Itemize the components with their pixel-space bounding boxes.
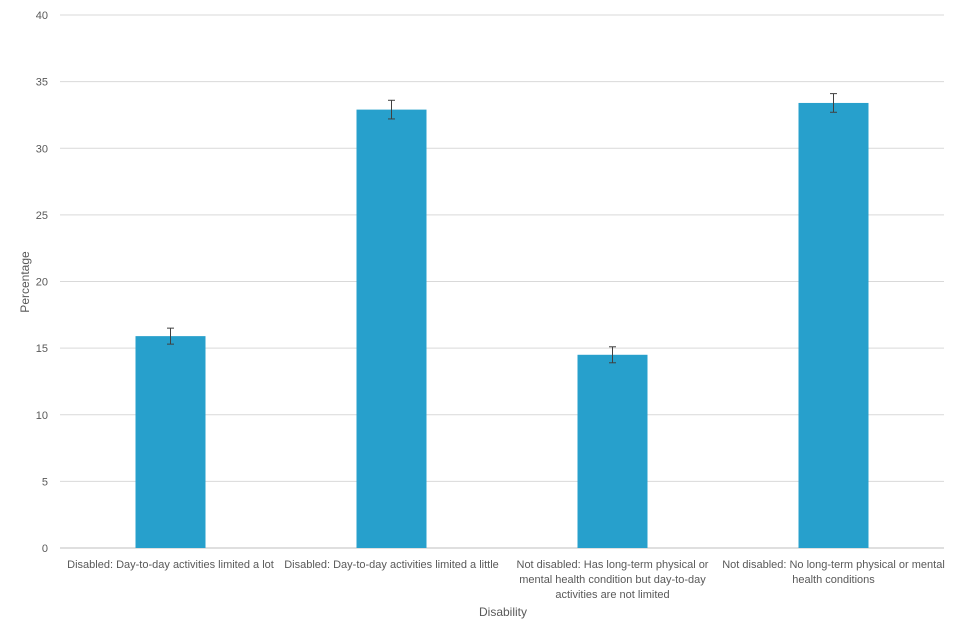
y-axis-title: Percentage [18, 251, 32, 313]
x-axis-categories: Disabled: Day-to-day activities limited … [67, 559, 945, 601]
error-bars [167, 93, 837, 364]
error-bar-1 [167, 327, 174, 345]
error-bar-3 [609, 346, 616, 364]
x-category-label-line: Not disabled: Has long-term physical or [517, 559, 709, 571]
x-axis-title: Disability [479, 605, 527, 619]
y-tick-label: 35 [36, 77, 48, 89]
x-category-label-line: health conditions [792, 574, 875, 586]
x-category-label-line: Disabled: Day-to-day activities limited … [67, 559, 274, 571]
x-category-label-2: Disabled: Day-to-day activities limited … [284, 559, 499, 571]
error-bar-2 [388, 99, 395, 120]
y-tick-label: 40 [36, 10, 48, 22]
bar-4 [798, 102, 869, 548]
x-category-label-line: Disabled: Day-to-day activities limited … [284, 559, 499, 571]
x-category-label-3: Not disabled: Has long-term physical or m… [517, 559, 709, 601]
bar-3 [577, 354, 648, 548]
bar-1 [135, 336, 206, 548]
x-category-label-line: Not disabled: No long-term physical or m… [722, 559, 945, 571]
y-axis-ticks: 0 5 10 15 20 25 30 35 40 [36, 10, 48, 555]
y-tick-label: 15 [36, 343, 48, 355]
error-bar-4 [830, 93, 837, 113]
x-category-label-1: Disabled: Day-to-day activities limited … [67, 559, 274, 571]
bars [135, 102, 869, 549]
y-tick-label: 25 [36, 210, 48, 222]
y-tick-label: 20 [36, 277, 48, 289]
x-category-label-line: activities are not limited [555, 589, 669, 601]
x-category-label-line: mental health condition but day-to-day [519, 574, 706, 586]
y-tick-label: 10 [36, 410, 48, 422]
y-tick-label: 0 [42, 543, 48, 555]
x-category-label-4: Not disabled: No long-term physical or m… [722, 559, 945, 586]
y-tick-label: 5 [42, 476, 48, 488]
gridlines [60, 14, 944, 549]
y-tick-label: 30 [36, 143, 48, 155]
bar-2 [356, 109, 427, 549]
